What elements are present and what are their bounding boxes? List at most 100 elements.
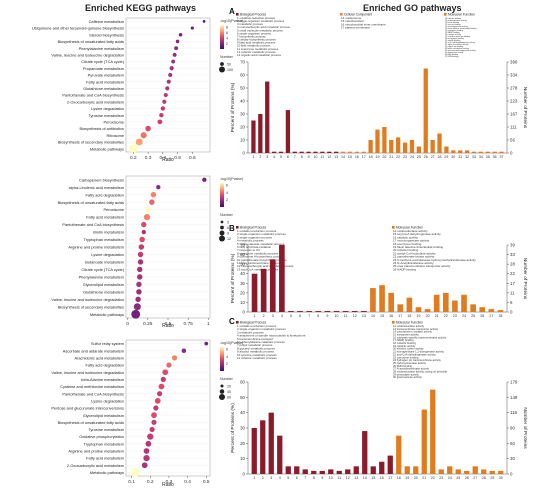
go-bar	[388, 292, 394, 312]
legend-swatch	[444, 13, 447, 16]
x-tick-label: 8	[317, 314, 319, 318]
x-tick-label: 16	[389, 314, 393, 318]
legend-swatch	[236, 321, 239, 324]
legend-item: 21 acetyl-CoA hydrolase activity	[393, 251, 436, 255]
x-tick-label: 0.4	[184, 479, 191, 485]
legend-item: 28 oxidoreductase activity, acting on pe…	[393, 369, 448, 373]
pathway-label: Tyrosine metabolism	[88, 427, 124, 432]
x-tick-label: 2	[263, 314, 265, 318]
legend-item: 32 copper ion binding	[445, 45, 463, 48]
x-axis-title: Ratio	[162, 482, 174, 488]
y-axis-title-right: Number of Proteins	[522, 407, 528, 449]
go-bar	[437, 133, 442, 153]
pathway-label: Metabolic pathways	[90, 312, 124, 317]
pathway-label: Cysteine and methionine metabolism	[60, 384, 124, 389]
x-tick-label: 7	[304, 476, 306, 480]
pathway-label: Arginine and proline metabolism	[68, 245, 124, 250]
x-tick-label: 0.4	[160, 155, 167, 161]
legend-item: 22 acyl-CoA dehydrogenase activity	[393, 352, 436, 356]
x-tick-label: 22	[396, 155, 400, 159]
go-bar	[268, 412, 274, 474]
go-bar	[470, 304, 476, 312]
pathway-label: Lysine degradation	[91, 106, 124, 111]
pathway-dot	[162, 99, 167, 104]
legend-item: 29 vitamin binding	[445, 39, 460, 42]
x-tick-label: 32	[465, 155, 469, 159]
pathway-dot	[133, 303, 141, 311]
pathway-label: Metabolic pathways	[90, 146, 124, 151]
x-tick-label: 7	[294, 155, 296, 159]
pathway-label: Fatty acid metabolism	[86, 456, 124, 461]
x-tick-label: 26	[480, 314, 484, 318]
pathway-dot	[141, 221, 147, 228]
pathway-label: Glycerolipid metabolism	[83, 282, 124, 287]
go-bar	[345, 469, 351, 474]
x-tick-label: 21	[435, 314, 439, 318]
y-tick-label-right: 111	[510, 125, 517, 130]
legend-size-dot	[219, 66, 225, 73]
pathway-dot	[141, 229, 146, 235]
pathway-label: Biosynthesis of secondary metabolites	[58, 140, 124, 145]
x-tick-label: 19	[405, 476, 409, 480]
y-tick-label: 20	[240, 290, 245, 295]
go-bar	[389, 140, 394, 153]
legend-item: 7 response to UV	[237, 248, 260, 252]
pathway-label: Biosynthesis of unsaturated fatty acids	[58, 420, 124, 425]
legend-group-title: Biological Process	[240, 226, 266, 230]
x-tick-label: 3	[272, 314, 274, 318]
x-tick-label: 5	[280, 155, 282, 159]
x-tick-label: 33	[472, 155, 476, 159]
go-bar	[458, 150, 463, 153]
legend-color-tick: 4	[226, 355, 228, 359]
panel-letter: B	[229, 224, 235, 233]
y-tick-label: 0	[243, 472, 246, 477]
go-bar	[336, 470, 342, 474]
go-bar	[279, 245, 285, 312]
pathway-dot	[159, 112, 164, 118]
pathway-dot	[140, 132, 147, 139]
pathway-label: Citrate cycle (TCA cycle)	[81, 59, 124, 64]
legend-item: 34 nitronate monooxygenase activity	[445, 49, 476, 52]
x-tick-label: 13	[354, 476, 358, 480]
legend-item: 1 oxidation-reduction process	[237, 16, 276, 20]
legend-color-tick: 8	[226, 26, 228, 30]
go-header: Enriched GO pathways	[363, 3, 462, 13]
x-tick-label: 14	[363, 476, 367, 480]
legend-color-title: -log10(Pvalue)	[220, 341, 243, 345]
y-tick-label: 40	[240, 410, 245, 415]
legend-size-label: 6	[227, 226, 229, 230]
legend-item: 21 homogentisate 1,2-dioxygenase activit…	[393, 350, 444, 354]
x-tick-label: 22	[431, 476, 435, 480]
legend-colorbar	[220, 347, 224, 371]
legend-item: 13 transmembrane transporter activity	[393, 327, 439, 331]
y-tick-label-right: 33	[510, 252, 515, 257]
x-tick-label: 23	[439, 476, 443, 480]
x-tick-label: 19	[376, 155, 380, 159]
pathway-label: Pantothenate and CoA biosynthesis	[62, 391, 124, 396]
go-bar	[402, 142, 408, 153]
y-tick-label: 70	[240, 60, 245, 65]
y-tick-label: 20	[240, 125, 245, 130]
x-tick-label: 21	[422, 476, 426, 480]
x-tick-label: 17	[398, 314, 402, 318]
pathway-dot	[204, 341, 209, 346]
legend-item: 2 single-organism metabolic process	[237, 19, 285, 23]
pathway-dot	[178, 32, 183, 37]
go-bar	[464, 470, 470, 474]
y-tick-label-right: 28	[510, 262, 515, 267]
go-bar	[472, 466, 478, 474]
go-bar	[302, 469, 308, 474]
pathway-dot	[158, 383, 165, 390]
y-tick-label-right: 149	[510, 395, 518, 400]
legend-item: 23 coenzyme binding	[393, 355, 419, 359]
legend-item: 5 transmembrane transport	[237, 337, 273, 341]
x-tick-label: 5	[287, 476, 289, 480]
pathway-dot	[154, 397, 161, 404]
x-tick-label: 29	[444, 155, 448, 159]
x-tick-label: 11	[344, 314, 348, 318]
legend-item: 8 cellular biosynthetic process	[237, 38, 276, 42]
legend-color-title: -log10(Pvalue)	[220, 19, 243, 23]
go-bar	[320, 151, 325, 153]
